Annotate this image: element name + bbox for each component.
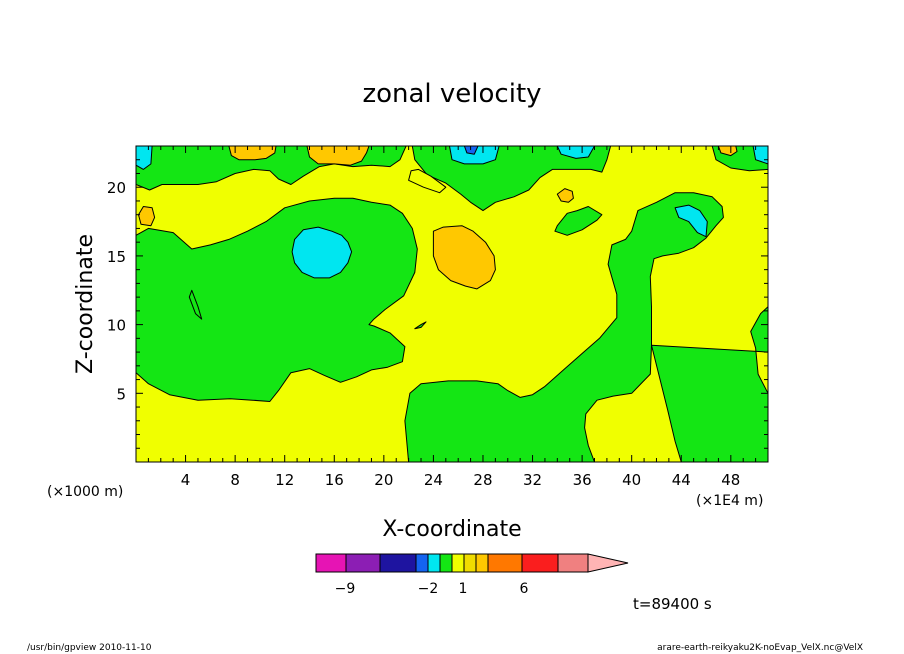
y-tick-label: 10 bbox=[107, 317, 126, 335]
contour-region-orange-light bbox=[432, 225, 496, 290]
colorbar-swatch-cyan bbox=[427, 553, 441, 573]
colorbar-swatch-green bbox=[439, 553, 453, 573]
x-tick-label: 48 bbox=[721, 471, 740, 489]
y-axis-label: Z-coordinate bbox=[73, 234, 98, 374]
contour-region-orange-light bbox=[138, 206, 156, 227]
contour-region-cyan bbox=[556, 146, 595, 159]
colorbar-swatch-orange-light bbox=[475, 553, 489, 573]
x-axis-label: X-coordinate bbox=[382, 517, 521, 542]
chart-title: zonal velocity bbox=[362, 79, 541, 109]
contour-regions bbox=[136, 146, 768, 462]
colorbar-swatch-purple bbox=[345, 553, 381, 573]
colorbar-swatch-pink bbox=[557, 553, 589, 573]
contour-region-orange-light bbox=[228, 146, 277, 161]
x-tick-label: 44 bbox=[672, 471, 691, 489]
footer-left: /usr/bin/gpview 2010-11-10 bbox=[27, 643, 152, 653]
contour-region-green bbox=[554, 206, 603, 236]
y-axis: 5 10 15 20 bbox=[107, 159, 768, 449]
contour-region-yellow bbox=[408, 168, 447, 194]
colorbar-label: 1 bbox=[459, 581, 468, 597]
contour-region-orange-light bbox=[306, 146, 370, 166]
plot-frame bbox=[135, 145, 769, 463]
contour-region-cyan bbox=[449, 146, 500, 165]
x-tick-label: 32 bbox=[523, 471, 542, 489]
x-scale-note: (×1000 m) bbox=[47, 484, 123, 500]
contour-region-orange-light bbox=[556, 188, 574, 203]
contour-region-green bbox=[404, 192, 724, 462]
colorbar-swatch-gold bbox=[463, 553, 477, 573]
colorbar-label: 6 bbox=[520, 581, 529, 597]
y-tick-label: 5 bbox=[116, 385, 126, 403]
contour-region-green bbox=[414, 321, 427, 330]
colorbar bbox=[315, 553, 629, 573]
colorbar-swatch-orange bbox=[487, 553, 523, 573]
colorbar-label: −9 bbox=[335, 581, 356, 597]
x-unit-note: (×1E4 m) bbox=[696, 493, 763, 509]
contour-region-blue bbox=[463, 146, 479, 155]
contour-region-cyan bbox=[136, 146, 153, 170]
time-label: t=89400 s bbox=[633, 595, 712, 613]
colorbar-swatch-yellow bbox=[451, 553, 465, 573]
x-tick-label: 40 bbox=[622, 471, 641, 489]
contour-region-green bbox=[651, 306, 768, 462]
x-tick-label: 16 bbox=[325, 471, 344, 489]
colorbar-swatch-red bbox=[521, 553, 559, 573]
colorbar-extend-arrow bbox=[587, 553, 629, 573]
x-tick-label: 8 bbox=[230, 471, 240, 489]
x-tick-label: 24 bbox=[424, 471, 443, 489]
x-tick-label: 4 bbox=[181, 471, 191, 489]
x-tick-label: 12 bbox=[275, 471, 294, 489]
colorbar-swatch-darkblue bbox=[379, 553, 417, 573]
contour-region-green bbox=[188, 289, 203, 320]
contour-region-cyan bbox=[291, 226, 353, 279]
x-tick-label: 28 bbox=[473, 471, 492, 489]
colorbar-swatch-blue bbox=[415, 553, 429, 573]
contour-region-cyan bbox=[674, 204, 708, 238]
x-tick-label: 20 bbox=[374, 471, 393, 489]
footer-right: arare-earth-reikyaku2K-noEvap_VelX.nc@Ve… bbox=[657, 643, 863, 653]
colorbar-label: −2 bbox=[418, 581, 439, 597]
y-tick-label: 20 bbox=[107, 179, 126, 197]
x-axis: 4 8 12 16 20 24 28 32 36 40 44 48 bbox=[147, 146, 757, 489]
x-tick-label: 36 bbox=[573, 471, 592, 489]
colorbar-swatch-magenta bbox=[315, 553, 347, 573]
colorbar-labels: −9 −2 1 6 bbox=[335, 581, 529, 597]
contour-region-orange-light bbox=[717, 146, 738, 157]
y-tick-label: 15 bbox=[107, 248, 126, 266]
